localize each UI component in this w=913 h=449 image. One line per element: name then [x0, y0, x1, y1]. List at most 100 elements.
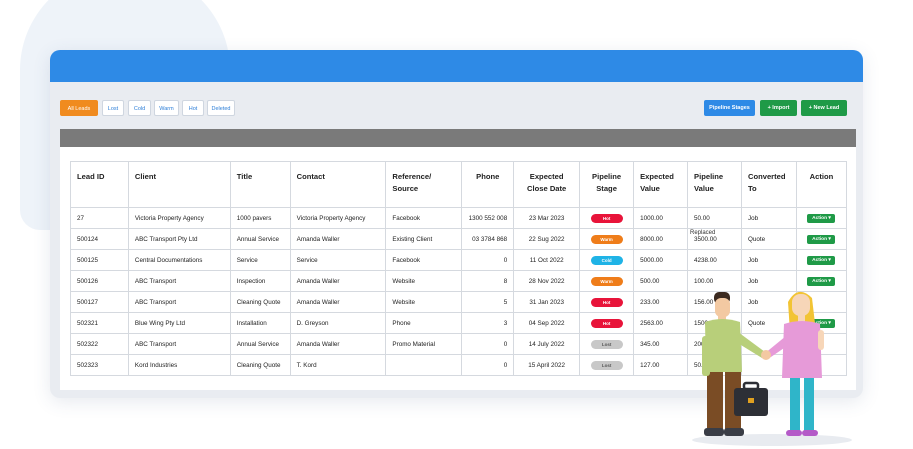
cell-phone: 0 [461, 249, 515, 271]
cell-id: 502323 [70, 354, 129, 376]
cell-title: Cleaning Quote [229, 291, 291, 313]
cell-client: ABC Transport [127, 333, 231, 355]
cell-contact: T. Kord [289, 354, 387, 376]
header-reference-source: Reference/ Source [385, 161, 463, 208]
cell-id: 502322 [70, 333, 129, 355]
cell-close: 11 Oct 2022 [513, 249, 581, 271]
table-row[interactable]: 27 Victoria Property Agency 1000 pavers Vic… [70, 207, 848, 229]
cell-close: 22 Sug 2022 [513, 228, 581, 250]
cell-phone: 03 3784 868 [461, 228, 515, 250]
table-header-bar [60, 129, 856, 147]
overlay-text: Replaced [690, 230, 716, 236]
cell-converted: Job [740, 249, 797, 271]
cell-pipeline: 4238.00 [687, 249, 742, 271]
cell-title: 1000 pavers [229, 207, 291, 229]
header-contact: Contact [289, 161, 387, 208]
table-row[interactable]: 500125 Central Documentations Service Servi… [70, 249, 848, 271]
cell-expected: 5000.00 [633, 249, 689, 271]
filter-cold[interactable]: Cold [128, 100, 151, 116]
cell-expected: 1000.00 [633, 207, 689, 229]
man-figure-icon [702, 292, 765, 436]
cell-contact: Victoria Property Agency [289, 207, 387, 229]
action-dropdown-button[interactable]: Action ▾ [807, 234, 836, 244]
cell-id: 500125 [70, 249, 129, 271]
filter-lost[interactable]: Lost [102, 100, 124, 116]
header-title: Title [229, 161, 291, 208]
cell-contact: Amanda Waller [289, 270, 387, 292]
cell-client: ABC Transport [127, 270, 231, 292]
import-button[interactable]: + Import [760, 100, 797, 116]
cell-title: Annual Service [229, 228, 291, 250]
cell-stage: Lost [579, 354, 635, 376]
cell-phone: 3 [461, 312, 515, 334]
cell-phone: 1300 552 008 [461, 207, 515, 229]
title-bar [50, 50, 863, 82]
cell-client: Central Documentations [127, 249, 231, 271]
stage-badge: Hot [590, 297, 623, 307]
cell-close: 31 Jan 2023 [513, 291, 581, 313]
app-window: All Leads Lost Cold Warm Hot Deleted Pip… [50, 50, 863, 398]
cell-id: 500124 [70, 228, 129, 250]
pipeline-stages-button[interactable]: Pipeline Stages [704, 100, 755, 116]
cell-stage: Hot [579, 312, 635, 334]
action-dropdown-button[interactable]: Action ▾ [807, 255, 836, 265]
handshake-icon [761, 350, 771, 360]
action-dropdown-button[interactable]: Action ▾ [807, 276, 836, 286]
cell-title: Installation [229, 312, 291, 334]
filter-hot[interactable]: Hot [182, 100, 204, 116]
cell-close: 28 Nov 2022 [513, 270, 581, 292]
cell-pipeline: 50.00 [687, 207, 742, 229]
header-phone: Phone [461, 161, 515, 208]
cell-stage: Hot [579, 291, 635, 313]
cell-phone: 0 [461, 333, 515, 355]
header-expected-close-date: Expected Close Date [513, 161, 581, 208]
stage-badge: Cold [590, 255, 623, 265]
cell-action: Action ▾ [795, 249, 848, 271]
cell-client: ABC Transport Pty Ltd [127, 228, 231, 250]
cell-source: Phone [385, 312, 463, 334]
cell-close: 15 April 2022 [513, 354, 581, 376]
cell-action: Action ▾ [795, 270, 848, 292]
cell-action: Action ▾ [795, 207, 848, 229]
header-lead-id: Lead ID [70, 161, 129, 208]
cell-source: Existing Client [385, 228, 463, 250]
cell-title: Cleaning Quote [229, 354, 291, 376]
filter-all-leads[interactable]: All Leads [60, 100, 98, 116]
cell-id: 500126 [70, 270, 129, 292]
new-lead-button[interactable]: + New Lead [801, 100, 847, 116]
cell-close: 23 Mar 2023 [513, 207, 581, 229]
filter-deleted[interactable]: Deleted [207, 100, 235, 116]
cell-action: Action ▾ [795, 228, 848, 250]
cell-source [385, 354, 463, 376]
cell-close: 04 Sep 2022 [513, 312, 581, 334]
cell-client: Victoria Property Agency [127, 207, 231, 229]
table-row[interactable]: 500124 ABC Transport Pty Ltd Annual Servic… [70, 228, 848, 250]
cell-client: ABC Transport [127, 291, 231, 313]
stage-badge: Warm [590, 276, 623, 286]
cell-title: Service [229, 249, 291, 271]
cell-stage: Cold [579, 249, 635, 271]
cell-title: Annual Service [229, 333, 291, 355]
stage-badge: Warm [590, 234, 623, 244]
cell-id: 500127 [70, 291, 129, 313]
table-row[interactable]: 500127 ABC Transport Cleaning Quote Amanda … [70, 291, 848, 313]
action-dropdown-button[interactable]: Action ▾ [807, 213, 836, 223]
cell-source: Facebook [385, 207, 463, 229]
cell-expected: 233.00 [633, 291, 689, 313]
header-expected-value: Expected Value [633, 161, 689, 208]
briefcase-icon [734, 381, 768, 416]
header-client: Client [127, 161, 231, 208]
cell-phone: 5 [461, 291, 515, 313]
action-dropdown-button[interactable]: Action ▾ [807, 318, 836, 328]
filter-warm[interactable]: Warm [154, 100, 179, 116]
cell-stage: Hot [579, 207, 635, 229]
stage-badge: Hot [590, 318, 623, 328]
cell-contact: D. Greyson [289, 312, 387, 334]
cell-stage: Warm [579, 270, 635, 292]
table-header-row: Lead ID Client Title Contact Reference/ … [70, 161, 848, 208]
header-action: Action [795, 161, 848, 208]
cell-contact: Amanda Waller [289, 228, 387, 250]
cell-close: 14 July 2022 [513, 333, 581, 355]
cell-client: Blue Wing Pty Ltd [127, 312, 231, 334]
